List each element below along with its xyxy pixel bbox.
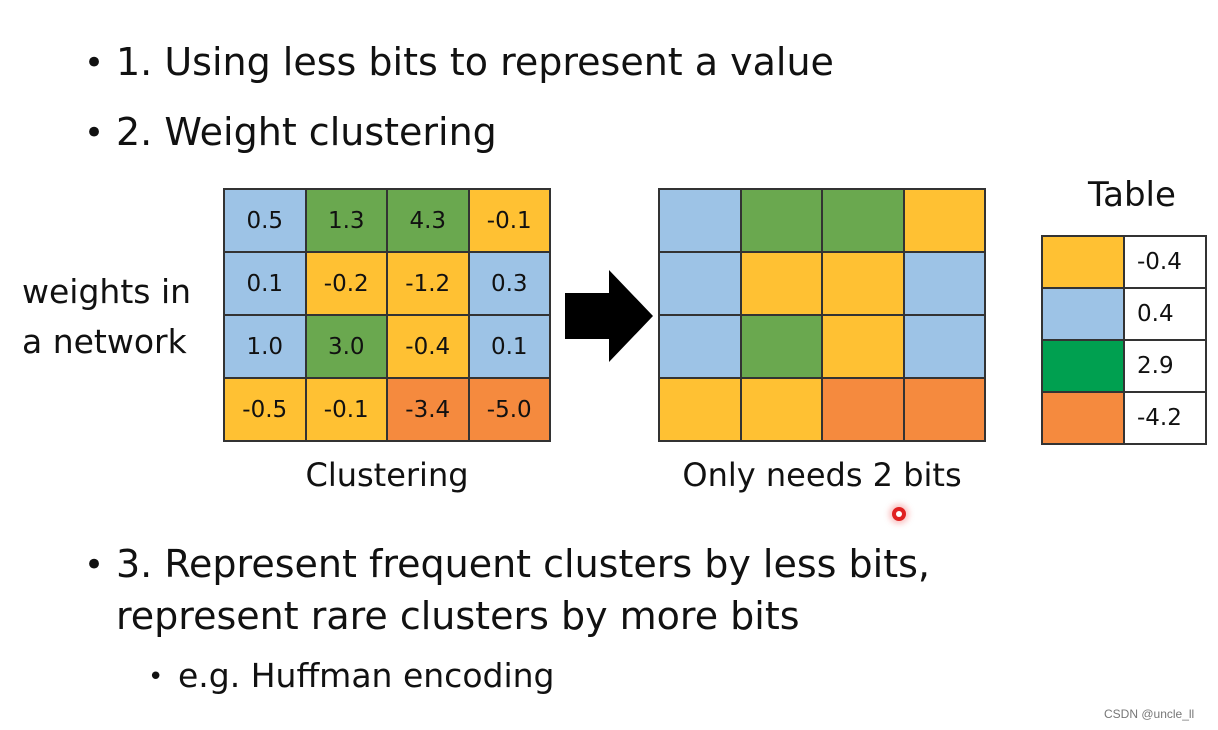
- legend-value: -0.4: [1124, 236, 1206, 288]
- cluster-cell: [659, 189, 741, 252]
- weight-cell: 0.5: [224, 189, 306, 252]
- cluster-cell: [903, 378, 985, 441]
- table-title: Table: [1088, 175, 1176, 215]
- bullet-3-dot: •: [84, 545, 105, 585]
- bullet-3-line1: 3. Represent frequent clusters by less b…: [116, 542, 930, 586]
- cluster-cell: [740, 378, 822, 441]
- cluster-cell: [822, 189, 904, 252]
- weight-cell: -0.4: [387, 315, 469, 378]
- weight-cell: -5.0: [468, 378, 550, 441]
- cluster-cell: [740, 189, 822, 252]
- weight-cell: 0.1: [468, 315, 550, 378]
- weight-cell: 0.1: [224, 252, 306, 315]
- weight-cell: -0.5: [224, 378, 306, 441]
- cluster-cell: [822, 315, 904, 378]
- right-arrow-icon: [565, 270, 653, 362]
- weight-cell: 1.0: [224, 315, 306, 378]
- clustered-grid: [658, 188, 986, 442]
- cluster-cell: [740, 315, 822, 378]
- weight-cell: 0.3: [468, 252, 550, 315]
- two-bits-caption: Only needs 2 bits: [682, 456, 962, 494]
- cluster-cell: [659, 252, 741, 315]
- weights-label: weights in a network: [22, 267, 191, 367]
- bullet-2-text: 2. Weight clustering: [116, 110, 497, 154]
- weight-cell: -0.2: [305, 252, 387, 315]
- bullet-1-dot: •: [84, 43, 105, 83]
- bullet-2-dot: •: [84, 113, 105, 153]
- legend-value: 0.4: [1124, 288, 1206, 340]
- legend-color-swatch: [1042, 340, 1124, 392]
- cluster-cell: [903, 315, 985, 378]
- weight-cell: -1.2: [387, 252, 469, 315]
- weight-cell: -0.1: [468, 189, 550, 252]
- legend-color-swatch: [1042, 392, 1124, 444]
- bullet-1-text: 1. Using less bits to represent a value: [116, 40, 834, 84]
- watermark: CSDN @uncle_ll: [1104, 707, 1195, 721]
- cluster-cell: [659, 378, 741, 441]
- cluster-cell: [659, 315, 741, 378]
- cluster-cell: [903, 252, 985, 315]
- legend-color-swatch: [1042, 236, 1124, 288]
- clustering-caption: Clustering: [305, 456, 469, 494]
- weight-cell: 4.3: [387, 189, 469, 252]
- cluster-cell: [740, 252, 822, 315]
- legend-value: -4.2: [1124, 392, 1206, 444]
- sub-bullet-dot: •: [148, 662, 164, 692]
- weight-cell: -3.4: [387, 378, 469, 441]
- bullet-3-line2: represent rare clusters by more bits: [116, 594, 800, 638]
- legend-value: 2.9: [1124, 340, 1206, 392]
- legend-table: -0.4 0.4 2.9 -4.2: [1041, 235, 1207, 445]
- cluster-cell: [903, 189, 985, 252]
- cluster-cell: [822, 252, 904, 315]
- weights-label-line2: a network: [22, 322, 187, 361]
- weight-cell: 1.3: [305, 189, 387, 252]
- weight-cell: 3.0: [305, 315, 387, 378]
- sub-bullet-text: e.g. Huffman encoding: [178, 656, 555, 695]
- weight-cell: -0.1: [305, 378, 387, 441]
- cluster-cell: [822, 378, 904, 441]
- laser-pointer-dot: [892, 507, 906, 521]
- weights-label-line1: weights in: [22, 272, 192, 311]
- legend-color-swatch: [1042, 288, 1124, 340]
- weights-grid: 0.5 1.3 4.3 -0.1 0.1 -0.2 -1.2 0.3 1.0 3.0 -0.4 0.1…: [223, 188, 551, 442]
